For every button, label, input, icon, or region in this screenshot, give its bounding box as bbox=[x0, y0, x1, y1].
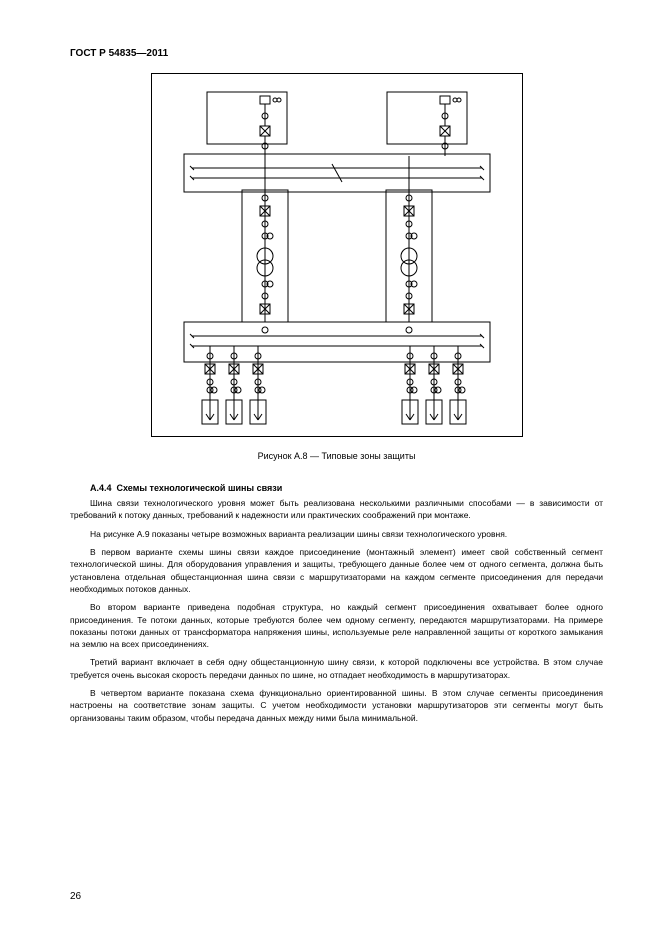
section-heading: А.4.4 Схемы технологической шины связи bbox=[70, 483, 603, 493]
doc-header: ГОСТ Р 54835—2011 bbox=[70, 48, 603, 59]
protection-zones-diagram bbox=[152, 74, 522, 436]
section-title-text: Схемы технологической шины связи bbox=[117, 483, 283, 493]
section-number: А.4.4 bbox=[90, 483, 112, 493]
figure-diagram bbox=[151, 73, 523, 437]
body-paragraph: В первом варианте схемы шины связи каждо… bbox=[70, 546, 603, 595]
body-paragraph: Третий вариант включает в себя одну обще… bbox=[70, 656, 603, 681]
body-paragraph: Во втором варианте приведена подобная ст… bbox=[70, 601, 603, 650]
body-paragraph: Шина связи технологического уровня может… bbox=[70, 497, 603, 522]
page: ГОСТ Р 54835—2011 bbox=[0, 0, 661, 936]
page-number: 26 bbox=[70, 891, 81, 902]
body-paragraph: В четвертом варианте показана схема функ… bbox=[70, 687, 603, 724]
figure-caption: Рисунок А.8 — Типовые зоны защиты bbox=[70, 451, 603, 461]
body-paragraph: На рисунке А.9 показаны четыре возможных… bbox=[70, 528, 603, 540]
